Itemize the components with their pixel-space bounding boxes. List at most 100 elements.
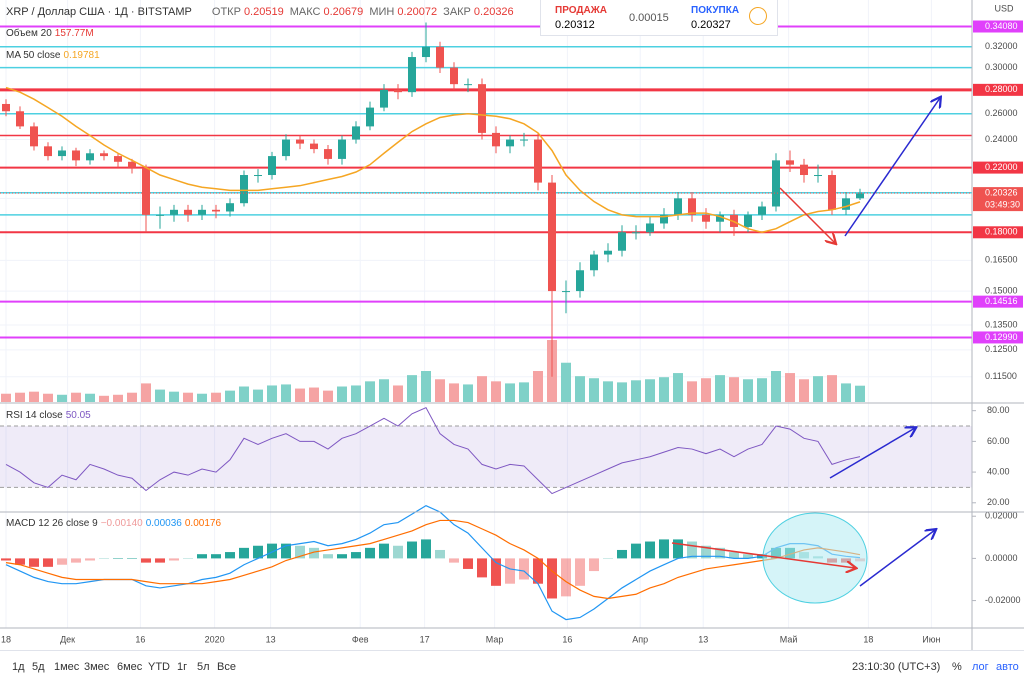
volume-bar (617, 382, 627, 402)
sell-label[interactable]: ПРОДАЖА (555, 5, 607, 16)
volume-bar (701, 378, 711, 402)
candle-body (86, 153, 94, 161)
y-tick-label: 0.16500 (985, 255, 1018, 265)
candle-body (198, 209, 206, 215)
volume-bar (729, 377, 739, 402)
volume-bar (771, 371, 781, 402)
y-tick-label: 0.12500 (985, 344, 1018, 354)
volume-bar (575, 376, 585, 402)
candle-body (366, 107, 374, 127)
volume-bar (589, 378, 599, 402)
auto-toggle[interactable]: авто (996, 661, 1019, 673)
macd-histogram-bar (379, 543, 389, 559)
volume-bar (519, 382, 529, 402)
macd-histogram-bar (463, 558, 473, 569)
level-label-box (973, 83, 1023, 96)
macd-histogram-bar (603, 558, 613, 559)
legend-name: RSI 14 close (6, 410, 63, 421)
level-label-box (973, 331, 1023, 344)
macd-histogram-bar (421, 539, 431, 559)
macd-histogram-bar (1, 558, 11, 561)
sell-price: 0.20312 (555, 19, 595, 31)
macd-histogram-bar (99, 558, 109, 559)
arrow (671, 542, 855, 568)
percent-toggle[interactable]: % (952, 661, 962, 673)
ma-legend: MA 50 close 0.19781 (6, 50, 103, 61)
volume-bar (603, 381, 613, 402)
log-toggle[interactable]: лог (972, 661, 989, 673)
volume-bar (85, 393, 95, 402)
volume-bar (337, 386, 347, 402)
candle-body (240, 175, 248, 204)
volume-bar (435, 379, 445, 402)
volume-bar (827, 375, 837, 402)
volume-bar (43, 393, 53, 402)
macd-legend: MACD 12 26 close 9 −0.00140 0.00036 0.00176 (6, 518, 224, 529)
volume-bar (449, 383, 459, 402)
volume-bar (463, 384, 473, 402)
candle-body (324, 149, 332, 159)
macd-histogram-bar (575, 558, 585, 586)
macd-histogram-bar (659, 539, 669, 559)
volume-bar (841, 383, 851, 402)
macd-histogram-bar (505, 558, 515, 584)
x-tick-label: 18 (1, 634, 11, 644)
symbol-legend: XRP / Доллар США · 1Д · BITSTAMP ОТКР 0.2… (6, 6, 520, 18)
volume-bar (659, 377, 669, 402)
x-tick-label: Май (780, 634, 798, 644)
y-tick-label: 0.24000 (985, 134, 1018, 144)
candle-body (184, 209, 192, 215)
volume-bar (295, 388, 305, 402)
candle-body (520, 139, 528, 141)
volume-bar (505, 383, 515, 402)
period-button[interactable]: YTD (148, 661, 170, 673)
macd-histogram-bar (267, 543, 277, 559)
candle-body (800, 164, 808, 176)
macd-histogram-bar (337, 554, 347, 559)
macd-histogram-bar (477, 558, 487, 578)
candle-body (646, 223, 654, 233)
currency: USD (994, 3, 1014, 13)
volume-bar (715, 375, 725, 402)
macd-histogram-bar (701, 545, 711, 559)
period-button[interactable]: 6мес (117, 661, 143, 673)
candle-body (828, 175, 836, 210)
volume-bar (393, 385, 403, 402)
period-button[interactable]: 3мес (84, 661, 110, 673)
x-tick-label: Дек (60, 634, 75, 644)
level-label-box (973, 226, 1023, 239)
buy-label[interactable]: ПОКУПКА (691, 5, 740, 16)
macd-histogram-bar (71, 558, 81, 563)
period-button[interactable]: 5л (197, 661, 210, 673)
rsi-tick-label: 40.00 (987, 466, 1010, 476)
info-icon[interactable] (749, 7, 767, 25)
period-button[interactable]: 1мес (54, 661, 80, 673)
macd-histogram-bar (743, 554, 753, 559)
macd-histogram-bar (449, 558, 459, 563)
volume-bar (1, 393, 11, 402)
legend-name: MACD 12 26 close 9 (6, 518, 98, 529)
legend-name: Объем 20 (6, 28, 52, 39)
candle-body (310, 143, 318, 150)
candle-body (492, 132, 500, 147)
macd-histogram-bar (435, 549, 445, 559)
arrow (844, 98, 940, 237)
volume-bar (561, 362, 571, 402)
x-tick-label: 16 (562, 634, 572, 644)
macd-histogram-bar (155, 558, 165, 563)
candle-body (576, 270, 584, 292)
period-button[interactable]: 1г (177, 661, 188, 673)
period-button[interactable]: Все (217, 661, 236, 673)
macd-histogram-bar (43, 558, 53, 567)
x-tick-label: 2020 (205, 634, 225, 644)
period-button[interactable]: 5д (32, 661, 45, 673)
volume-bar (855, 385, 865, 402)
volume-bar (477, 376, 487, 402)
candle-body (142, 167, 150, 215)
candle-body (702, 214, 710, 222)
candle-body (814, 175, 822, 177)
macd-histogram-bar (715, 547, 725, 559)
period-button[interactable]: 1д (12, 661, 25, 673)
macd-histogram-bar (561, 558, 571, 597)
macd-histogram-bar (393, 545, 403, 559)
